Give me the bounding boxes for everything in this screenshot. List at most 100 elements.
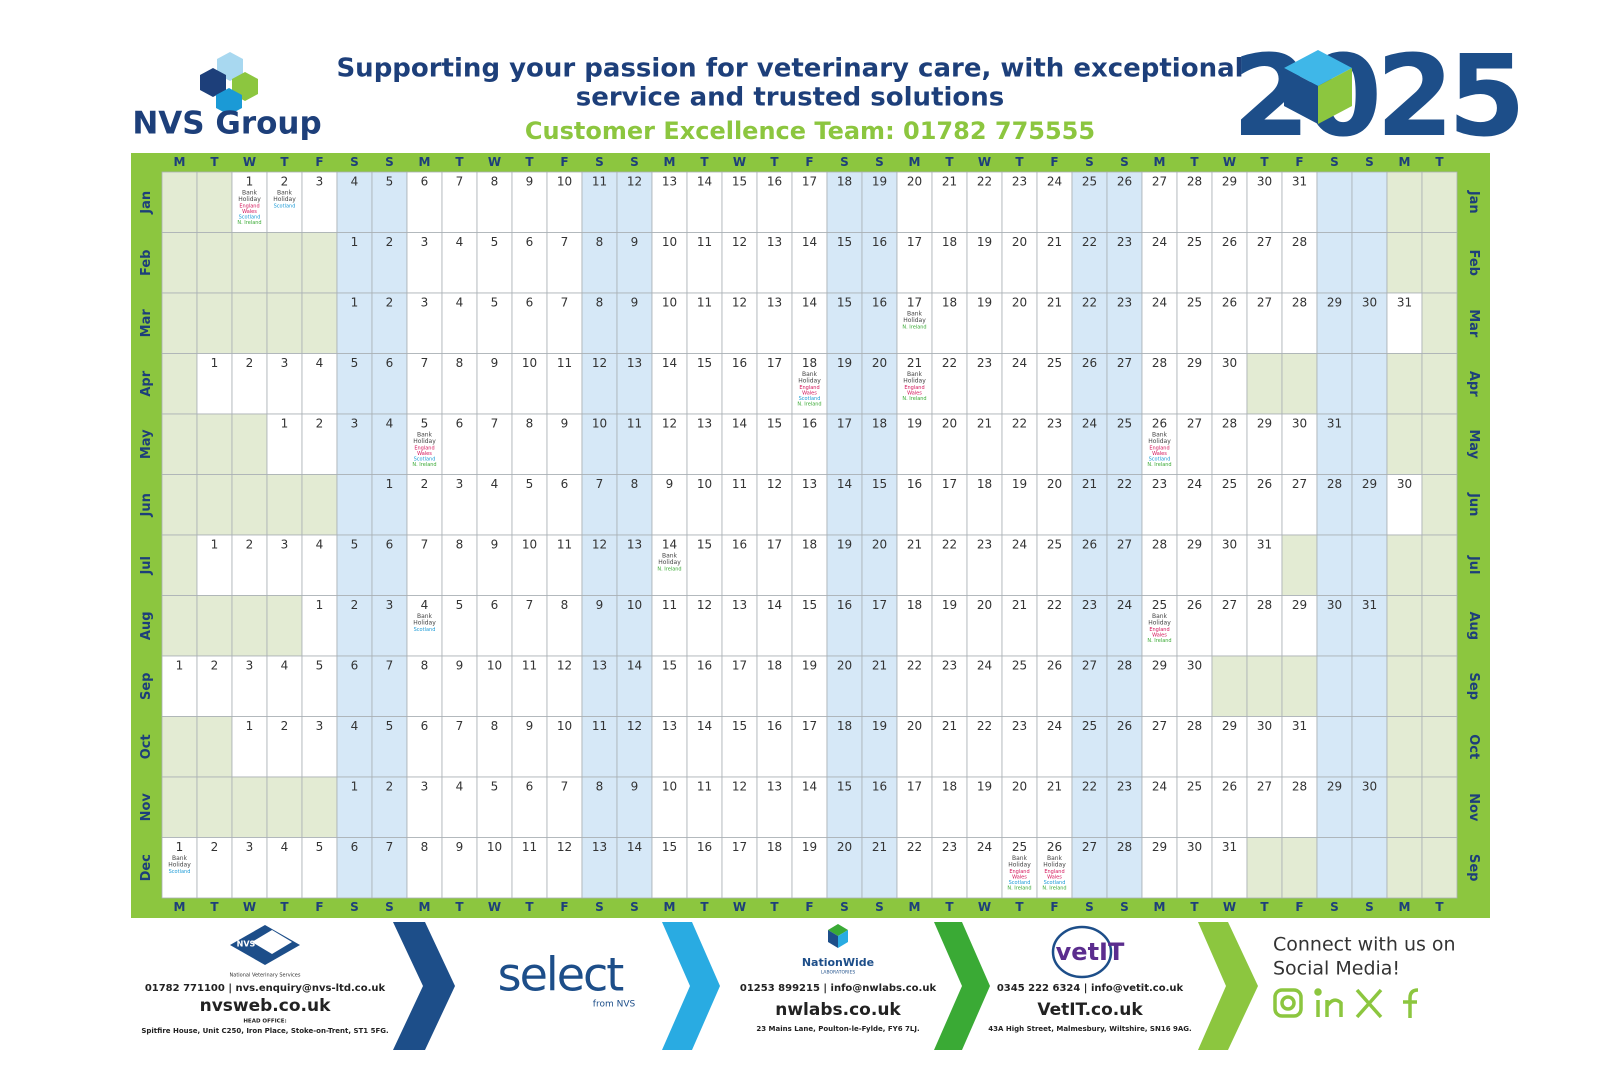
day-cell [826, 534, 863, 596]
day-number: 7 [386, 659, 394, 673]
day-number: 1 [316, 598, 324, 612]
day-number: 8 [631, 477, 639, 491]
day-number: 1 [176, 840, 184, 854]
day-number: 13 [732, 598, 747, 612]
day-number: 24 [1152, 780, 1167, 794]
day-cell [1071, 474, 1108, 536]
day-number: 28 [1152, 356, 1167, 370]
day-number: 9 [666, 477, 674, 491]
day-number: 21 [1047, 296, 1062, 310]
day-cell [1421, 534, 1458, 596]
day-cell [1351, 413, 1388, 475]
holiday-region: Wales [802, 391, 817, 397]
day-cell [441, 292, 478, 354]
month-label: May [139, 429, 154, 459]
day-cell [1071, 655, 1108, 717]
day-number: 23 [942, 840, 957, 854]
weekday-header: S [1120, 900, 1129, 914]
day-number: 16 [872, 296, 887, 310]
day-cell [1386, 776, 1423, 838]
day-cell [1141, 353, 1178, 415]
day-number: 17 [732, 659, 747, 673]
weekday-header: T [945, 155, 954, 169]
day-number: 11 [627, 417, 642, 431]
weekday-header: T [770, 900, 779, 914]
holiday-region: Wales [1012, 875, 1027, 881]
day-number: 23 [942, 659, 957, 673]
day-cell [651, 837, 688, 899]
day-number: 18 [942, 780, 957, 794]
day-cell [756, 534, 793, 596]
day-cell [196, 474, 233, 536]
instagram-icon[interactable] [1273, 988, 1303, 1018]
day-number: 27 [1152, 175, 1167, 189]
day-cell [616, 776, 653, 838]
day-cell [1211, 232, 1248, 294]
day-number: 25 [1012, 659, 1027, 673]
holiday-note: Bank [417, 432, 433, 439]
day-cell [826, 776, 863, 838]
day-number: 6 [386, 538, 394, 552]
x-icon[interactable] [1355, 988, 1383, 1019]
day-number: 5 [316, 659, 324, 673]
day-cell [651, 595, 688, 657]
weekday-header: F [805, 155, 813, 169]
day-cell [1001, 292, 1038, 354]
day-cell [1141, 292, 1178, 354]
day-cell [161, 171, 198, 233]
weekday-header: W [978, 155, 991, 169]
day-cell [686, 837, 723, 899]
holiday-region: England [1149, 446, 1169, 452]
weekday-header: F [560, 155, 568, 169]
day-number: 3 [386, 598, 394, 612]
weekday-header: T [1015, 900, 1024, 914]
facebook-icon[interactable] [1403, 988, 1419, 1018]
day-cell [511, 776, 548, 838]
holiday-note: Holiday [1148, 620, 1171, 627]
day-cell [931, 171, 968, 233]
day-cell [336, 474, 373, 536]
weekday-header: S [875, 900, 884, 914]
day-cell [406, 595, 443, 657]
day-cell [196, 232, 233, 294]
day-cell [1071, 413, 1108, 475]
day-number: 14 [837, 477, 852, 491]
day-number: 22 [907, 840, 922, 854]
day-cell [441, 837, 478, 899]
day-number: 26 [1117, 719, 1132, 733]
day-number: 15 [767, 417, 782, 431]
day-number: 11 [697, 296, 712, 310]
day-cell [1316, 232, 1353, 294]
weekday-header: S [385, 155, 394, 169]
day-number: 14 [732, 417, 747, 431]
day-number: 18 [767, 659, 782, 673]
day-cell [476, 534, 513, 596]
day-cell [896, 353, 933, 415]
day-cell [581, 776, 618, 838]
day-cell [616, 353, 653, 415]
day-cell [581, 232, 618, 294]
day-cell [231, 353, 268, 415]
day-number: 2 [351, 598, 359, 612]
day-number: 18 [907, 598, 922, 612]
holiday-note: Bank [1152, 432, 1168, 439]
weekday-header: T [525, 900, 534, 914]
day-number: 30 [1362, 296, 1377, 310]
day-cell [896, 474, 933, 536]
nwlabs-web: nwlabs.co.uk [775, 1000, 901, 1020]
weekday-header: M [1154, 155, 1166, 169]
day-cell [476, 595, 513, 657]
weekday-header: T [210, 155, 219, 169]
day-cell [1141, 534, 1178, 596]
day-cell [1351, 837, 1388, 899]
day-cell [896, 776, 933, 838]
holiday-note: Holiday [238, 196, 261, 203]
month-label-right: Jul [1466, 555, 1481, 575]
day-cell [441, 534, 478, 596]
linkedin-icon[interactable] [1314, 988, 1343, 1017]
day-number: 8 [491, 719, 499, 733]
day-number: 20 [1047, 477, 1062, 491]
day-number: 29 [1362, 477, 1377, 491]
year: 2025 [1232, 32, 1520, 162]
day-cell [231, 232, 268, 294]
